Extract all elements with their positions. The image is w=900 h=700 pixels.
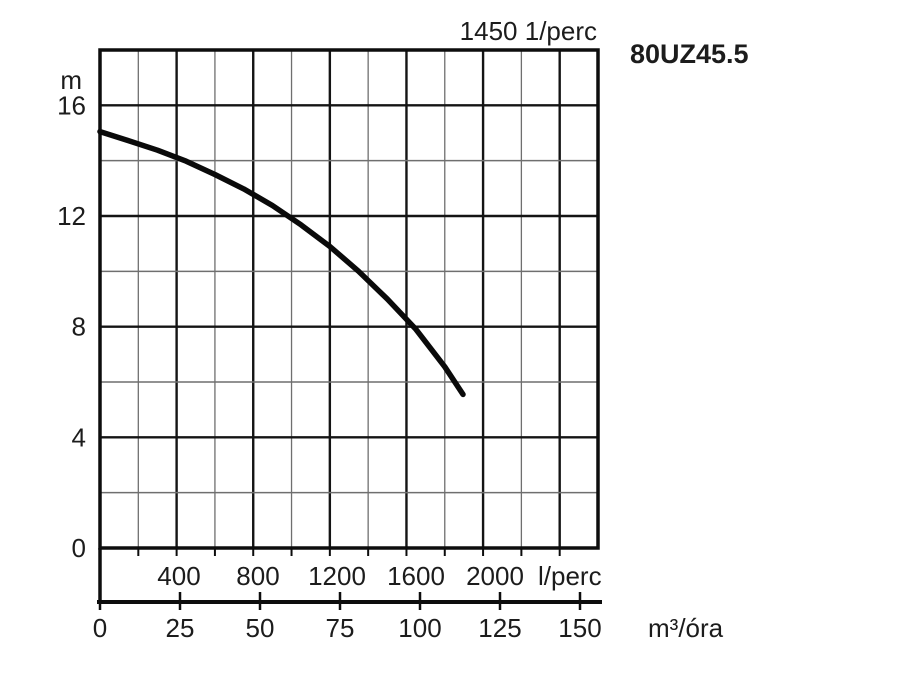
speed-annotation: 1450 1/perc: [460, 16, 597, 46]
inner-x-tick-label: 1200: [308, 561, 366, 591]
grid-lines: [100, 50, 598, 548]
inner-x-tick-label: 1600: [387, 561, 445, 591]
inner-x-tick-label: 800: [236, 561, 279, 591]
y-tick-label: 0: [72, 533, 86, 563]
model-title: 80UZ45.5: [630, 39, 749, 69]
outer-x-tick-label: 0: [93, 613, 107, 643]
y-tick-label: 16: [57, 90, 86, 120]
outer-x-tick-label: 75: [326, 613, 355, 643]
inner-x-tick-label: 400: [157, 561, 200, 591]
tick-labels: 0 4 8 12 16 400 800 1200 1600 2000 0 25 50 75 100 125 15…: [57, 90, 602, 643]
plot-frame: [98, 48, 600, 550]
y-tick-label: 12: [57, 201, 86, 231]
outer-x-tick-label: 100: [398, 613, 441, 643]
y-tick-label: 4: [72, 422, 86, 452]
outer-x-tick-label: 50: [246, 613, 275, 643]
outer-x-axis-unit-label: m³/óra: [648, 613, 724, 643]
inner-x-axis-unit-label: l/perc: [538, 561, 602, 591]
inner-x-tick-label: 2000: [466, 561, 524, 591]
y-axis-unit-label: m: [60, 65, 82, 95]
pump-head-curve: [97, 128, 466, 398]
y-tick-label: 8: [72, 312, 86, 342]
outer-x-tick-label: 125: [478, 613, 521, 643]
outer-x-tick-label: 25: [166, 613, 195, 643]
outer-x-tick-label: 150: [558, 613, 601, 643]
